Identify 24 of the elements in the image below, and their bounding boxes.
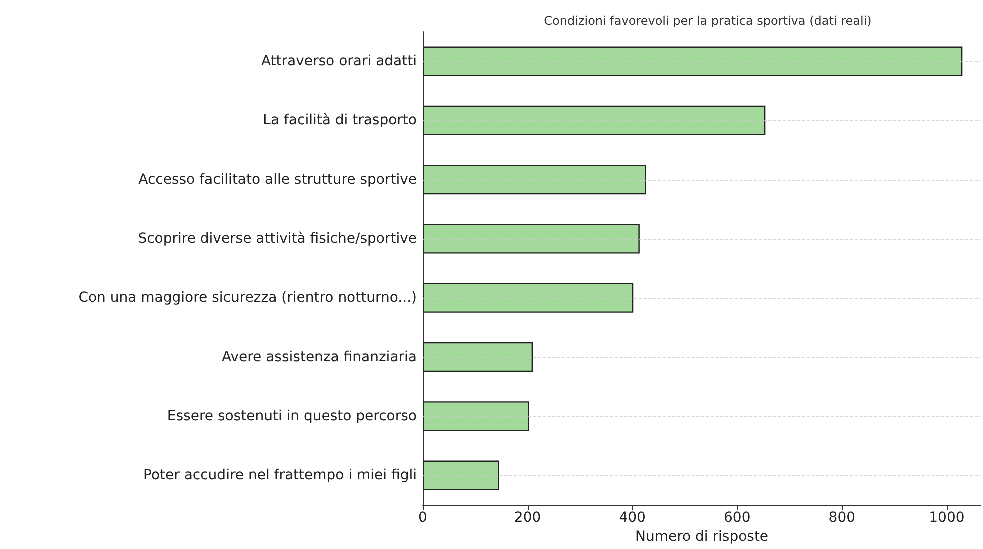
y-tick-label: La facilità di trasporto (263, 112, 417, 129)
bar (423, 165, 646, 195)
x-tick-label: 1000 (929, 510, 965, 526)
bar (423, 402, 530, 432)
x-tick-label: 600 (724, 510, 751, 526)
y-tick-label: Con una maggiore sicurezza (rientro notturno...) (78, 290, 417, 306)
y-tick-label: Essere sostenuti in questo percorso (167, 408, 417, 424)
x-tick-label: 0 (418, 510, 428, 526)
bar (423, 106, 766, 136)
y-tick-label: Accesso facilitato alle strutture sportive (138, 172, 417, 188)
x-tick-label: 400 (619, 510, 646, 526)
chart-title: Condizioni favorevoli per la pratica sportiva (dati reali) (544, 14, 872, 28)
bar (423, 342, 534, 372)
y-tick-label: Attraverso orari adatti (261, 54, 417, 70)
y-tick-label: Scoprire diverse attività fisiche/sportive (138, 230, 417, 247)
x-axis-title: Numero di risposte (635, 529, 769, 545)
y-tick-label: Poter accudire nel frattempo i miei figli (144, 468, 417, 484)
y-tick-label: Avere assistenza finanziaria (222, 349, 417, 366)
x-tick-label: 800 (828, 510, 856, 526)
x-tick-label: 200 (514, 510, 542, 526)
bar (423, 460, 500, 490)
bar (423, 224, 640, 254)
bar (423, 283, 634, 313)
bar (423, 46, 963, 76)
